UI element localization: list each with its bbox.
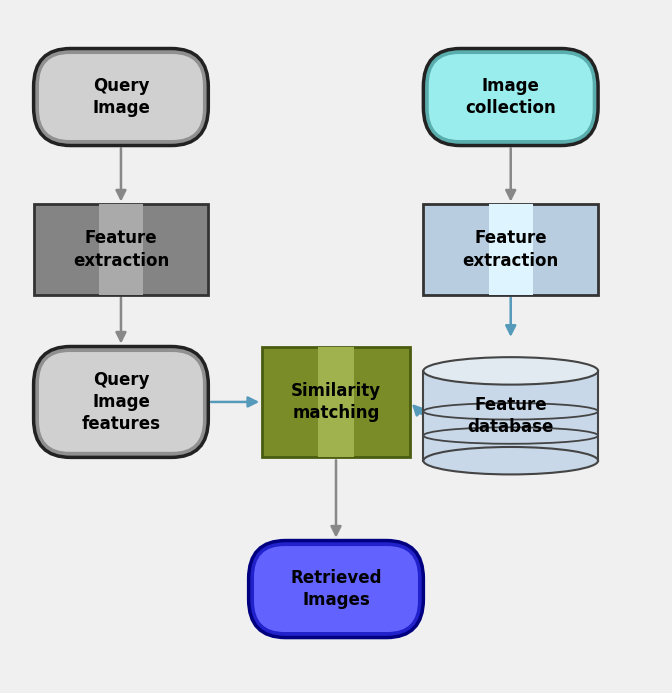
Bar	[317, 346, 354, 457]
Bar	[489, 204, 532, 295]
Ellipse shape	[423, 447, 598, 475]
Text: Feature
extraction: Feature extraction	[73, 229, 169, 270]
Text: Similarity
matching: Similarity matching	[291, 382, 381, 422]
Bar	[99, 204, 142, 295]
Text: Feature
extraction: Feature extraction	[462, 229, 559, 270]
Ellipse shape	[423, 357, 598, 385]
FancyBboxPatch shape	[34, 346, 208, 457]
Bar	[423, 204, 598, 295]
FancyBboxPatch shape	[39, 352, 203, 452]
Bar	[34, 204, 208, 295]
Text: Query
Image: Query Image	[92, 77, 150, 117]
FancyBboxPatch shape	[34, 49, 208, 146]
FancyBboxPatch shape	[429, 54, 593, 140]
FancyBboxPatch shape	[249, 541, 423, 638]
Text: Query
Image
features: Query Image features	[81, 371, 161, 433]
Text: Feature
database: Feature database	[468, 396, 554, 436]
FancyBboxPatch shape	[423, 49, 598, 146]
FancyBboxPatch shape	[254, 546, 418, 632]
FancyBboxPatch shape	[39, 54, 203, 140]
Text: Image
collection: Image collection	[465, 77, 556, 117]
Bar	[262, 346, 410, 457]
Bar	[423, 371, 598, 461]
Text: Retrieved
Images: Retrieved Images	[290, 569, 382, 609]
